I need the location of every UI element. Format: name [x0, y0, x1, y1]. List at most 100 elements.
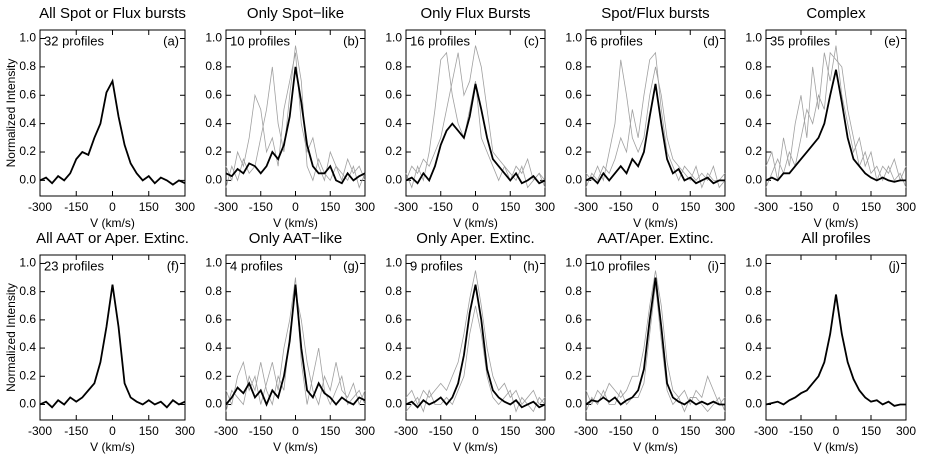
y-tick-label: 0.2 [205, 144, 222, 158]
x-tick-label: 150 [320, 200, 340, 214]
panel-title: All profiles [801, 230, 870, 247]
mean-profile [585, 83, 725, 185]
x-tick-label: 150 [861, 424, 881, 438]
panel-title: Spot/Flux bursts [601, 5, 709, 22]
panel-label: (g) [343, 258, 359, 273]
x-tick-label: -150 [609, 200, 633, 214]
x-tick-label: 0 [833, 200, 840, 214]
panel-label: (h) [523, 258, 539, 273]
x-tick-label: 300 [535, 200, 555, 214]
mean-profile [225, 284, 366, 407]
y-tick-label: 0.4 [565, 340, 582, 354]
y-tick-label: 0.6 [19, 312, 36, 326]
x-tick-label: 300 [896, 200, 916, 214]
x-tick-label: -300 [394, 424, 418, 438]
y-tick-label: 0.8 [385, 59, 402, 73]
individual-profile [225, 291, 366, 412]
individual-profile [585, 51, 726, 189]
y-tick-label: 0.8 [745, 284, 762, 298]
x-tick-label: 300 [715, 424, 735, 438]
x-tick-label: -300 [754, 424, 778, 438]
panel-label: (b) [343, 33, 359, 48]
y-tick-label: 0.6 [385, 87, 402, 101]
y-tick-label: 0.0 [745, 397, 762, 411]
y-tick-label: 0.6 [205, 312, 222, 326]
y-tick-label: 0.6 [565, 312, 582, 326]
x-tick-label: 0 [292, 424, 299, 438]
y-tick-label: 0.4 [565, 116, 582, 130]
y-tick-label: 0.0 [385, 397, 402, 411]
y-tick-label: 1.0 [745, 31, 762, 45]
x-tick-label: -150 [429, 424, 453, 438]
individual-profile [405, 305, 546, 413]
individual-profile [585, 284, 726, 413]
panel-label: (j) [888, 258, 900, 273]
y-tick-label: 0.4 [205, 340, 222, 354]
y-tick-label: 1.0 [745, 256, 762, 270]
y-tick-label: 0.0 [385, 173, 402, 187]
x-tick-label: 0 [472, 200, 479, 214]
panel-label: (c) [524, 33, 539, 48]
x-tick-label: -150 [789, 424, 813, 438]
y-tick-label: 1.0 [19, 31, 36, 45]
profile-count: 9 profiles [410, 258, 463, 273]
x-tick-label: 0 [833, 424, 840, 438]
y-tick-label: 0.4 [745, 116, 762, 130]
profile-count: 4 profiles [230, 258, 283, 273]
profile-count: 35 profiles [770, 33, 830, 48]
y-tick-label: 0.0 [565, 397, 582, 411]
y-tick-label: 1.0 [565, 31, 582, 45]
panel-title: Only Spot−like [247, 5, 344, 22]
profile-count: 16 profiles [410, 33, 470, 48]
x-tick-label: -150 [429, 200, 453, 214]
plot-frame [405, 254, 546, 421]
x-tick-label: 0 [109, 200, 116, 214]
y-tick-label: 0.4 [19, 340, 36, 354]
mean-profile [405, 284, 546, 409]
x-tick-label: -300 [214, 424, 238, 438]
x-tick-label: 150 [680, 200, 700, 214]
y-tick-label: 0.2 [205, 368, 222, 382]
y-tick-label: 1.0 [385, 256, 402, 270]
panel-title: Only Flux Bursts [420, 5, 530, 22]
mean-profile [225, 66, 366, 185]
x-tick-label: 300 [175, 200, 195, 214]
profile-count: 23 profiles [44, 258, 104, 273]
x-tick-label: 0 [652, 200, 659, 214]
x-tick-label: 300 [715, 200, 735, 214]
individual-profile [405, 51, 546, 189]
x-axis-label: V (km/s) [90, 440, 135, 454]
x-tick-label: -150 [249, 424, 273, 438]
y-tick-label: 0.8 [565, 59, 582, 73]
y-tick-label: 0.6 [745, 87, 762, 101]
mean-profile [39, 284, 186, 409]
individual-profile [585, 59, 726, 189]
y-tick-label: 1.0 [19, 256, 36, 270]
x-tick-label: 300 [175, 424, 195, 438]
y-tick-label: 0.8 [745, 59, 762, 73]
x-axis-label: V (km/s) [633, 216, 678, 230]
y-tick-label: 0.8 [565, 284, 582, 298]
y-tick-label: 0.8 [19, 59, 36, 73]
y-tick-label: 0.6 [565, 87, 582, 101]
y-tick-label: 0.8 [205, 59, 222, 73]
individual-profile [405, 45, 546, 188]
x-tick-label: -300 [574, 200, 598, 214]
plot-frame [765, 254, 907, 421]
x-tick-label: 0 [292, 200, 299, 214]
x-tick-label: -150 [249, 200, 273, 214]
x-tick-label: 150 [861, 200, 881, 214]
panel-title: Complex [806, 5, 866, 22]
y-tick-label: 0.2 [19, 144, 36, 158]
y-axis-label: Normalized Intensity [4, 59, 18, 168]
panel-label: (d) [703, 33, 719, 48]
y-tick-label: 0.8 [205, 284, 222, 298]
x-tick-label: 150 [139, 424, 159, 438]
x-axis-label: V (km/s) [453, 216, 498, 230]
x-tick-label: -300 [754, 200, 778, 214]
individual-profile [405, 270, 546, 406]
profile-count: 6 profiles [590, 33, 643, 48]
y-tick-label: 1.0 [205, 256, 222, 270]
